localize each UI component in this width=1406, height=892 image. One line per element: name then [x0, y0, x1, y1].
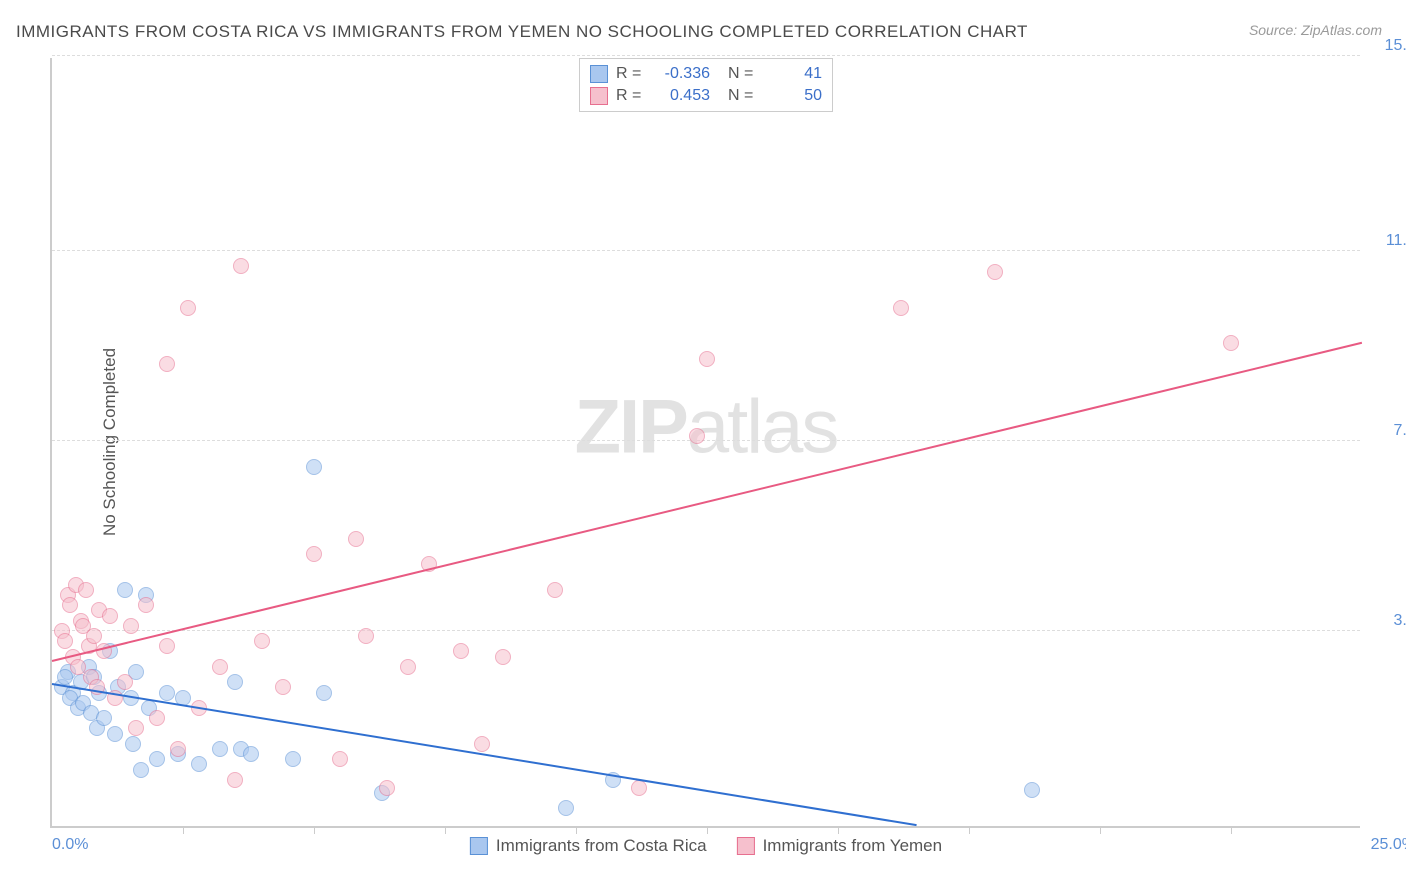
x-tick [1231, 826, 1232, 834]
scatter-point [117, 582, 133, 598]
x-tick [576, 826, 577, 834]
gridline [52, 250, 1360, 251]
scatter-point [1024, 782, 1040, 798]
scatter-point [893, 300, 909, 316]
scatter-point [348, 531, 364, 547]
scatter-point [86, 628, 102, 644]
y-tick-label: 7.5% [1394, 422, 1406, 440]
watermark-rest: atlas [687, 384, 838, 469]
scatter-point [474, 736, 490, 752]
legend-swatch-costa-rica [470, 837, 488, 855]
legend-stats: R = -0.336 N = 41 R = 0.453 N = 50 [579, 58, 833, 112]
gridline [52, 630, 1360, 631]
scatter-point [170, 741, 186, 757]
scatter-point [358, 628, 374, 644]
x-tick [838, 826, 839, 834]
scatter-point [125, 736, 141, 752]
stat-n-value: 50 [766, 85, 822, 107]
stat-r-value: -0.336 [654, 63, 710, 85]
scatter-point [227, 674, 243, 690]
legend-swatch-costa-rica [590, 65, 608, 83]
scatter-point [332, 751, 348, 767]
y-tick-label: 11.2% [1386, 232, 1406, 250]
scatter-point [233, 258, 249, 274]
scatter-point [57, 633, 73, 649]
gridline [52, 55, 1360, 56]
scatter-point [133, 762, 149, 778]
scatter-point [453, 643, 469, 659]
legend-stats-row: R = 0.453 N = 50 [590, 85, 822, 107]
scatter-point [987, 264, 1003, 280]
scatter-point [96, 710, 112, 726]
scatter-point [227, 772, 243, 788]
legend-series: Immigrants from Costa Rica Immigrants fr… [470, 836, 942, 856]
scatter-point [159, 638, 175, 654]
x-axis-min-label: 0.0% [52, 836, 88, 854]
scatter-point [62, 597, 78, 613]
scatter-point [547, 582, 563, 598]
x-axis-max-label: 25.0% [1371, 836, 1406, 854]
legend-item-yemen: Immigrants from Yemen [737, 836, 943, 856]
scatter-point [254, 633, 270, 649]
legend-stats-row: R = -0.336 N = 41 [590, 63, 822, 85]
scatter-point [138, 597, 154, 613]
chart-title: IMMIGRANTS FROM COSTA RICA VS IMMIGRANTS… [16, 22, 1028, 42]
scatter-point [117, 674, 133, 690]
scatter-point [159, 356, 175, 372]
x-tick [707, 826, 708, 834]
watermark-bold: ZIP [575, 384, 687, 469]
watermark: ZIPatlas [575, 383, 838, 470]
scatter-point [275, 679, 291, 695]
scatter-point [212, 741, 228, 757]
scatter-point [699, 351, 715, 367]
scatter-point [78, 582, 94, 598]
scatter-point [306, 459, 322, 475]
legend-item-costa-rica: Immigrants from Costa Rica [470, 836, 707, 856]
scatter-point [285, 751, 301, 767]
scatter-point [128, 720, 144, 736]
scatter-point [495, 649, 511, 665]
scatter-point [1223, 335, 1239, 351]
x-tick [969, 826, 970, 834]
x-tick [1100, 826, 1101, 834]
legend-label: Immigrants from Yemen [763, 836, 943, 856]
scatter-point [107, 726, 123, 742]
plot-area: No Schooling Completed ZIPatlas R = -0.3… [50, 58, 1360, 828]
scatter-point [379, 780, 395, 796]
stat-label: R = [616, 85, 646, 107]
stat-label: N = [728, 63, 758, 85]
scatter-point [191, 756, 207, 772]
scatter-point [316, 685, 332, 701]
scatter-point [306, 546, 322, 562]
legend-label: Immigrants from Costa Rica [496, 836, 707, 856]
source-attribution: Source: ZipAtlas.com [1249, 22, 1382, 38]
y-axis-title: No Schooling Completed [100, 348, 120, 536]
scatter-point [159, 685, 175, 701]
scatter-point [123, 618, 139, 634]
stat-r-value: 0.453 [654, 85, 710, 107]
stat-label: R = [616, 63, 646, 85]
scatter-point [243, 746, 259, 762]
x-tick [183, 826, 184, 834]
legend-swatch-yemen [737, 837, 755, 855]
gridline [52, 440, 1360, 441]
legend-swatch-yemen [590, 87, 608, 105]
scatter-point [102, 608, 118, 624]
stat-n-value: 41 [766, 63, 822, 85]
y-tick-label: 3.8% [1394, 612, 1406, 630]
y-tick-label: 15.0% [1385, 37, 1406, 55]
scatter-point [689, 428, 705, 444]
trend-line [52, 341, 1362, 661]
scatter-point [180, 300, 196, 316]
scatter-point [149, 710, 165, 726]
stat-label: N = [728, 85, 758, 107]
scatter-point [149, 751, 165, 767]
scatter-point [558, 800, 574, 816]
scatter-point [400, 659, 416, 675]
x-tick [445, 826, 446, 834]
x-tick [314, 826, 315, 834]
scatter-point [212, 659, 228, 675]
